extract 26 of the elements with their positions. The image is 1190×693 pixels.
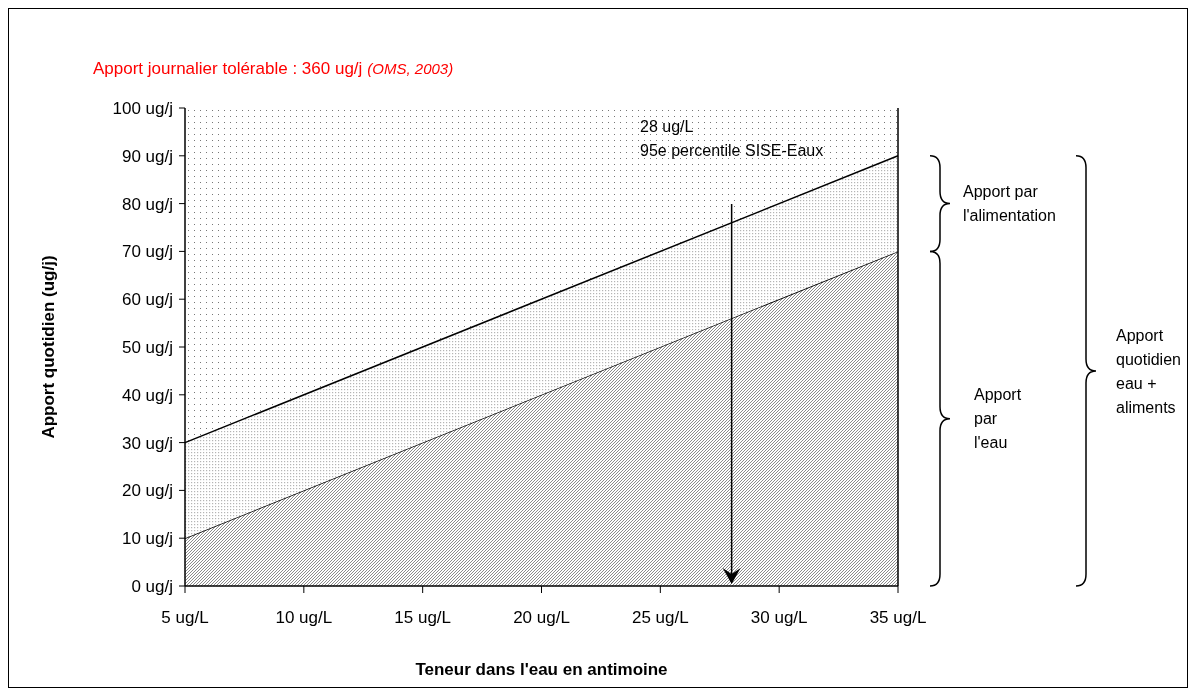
text: Apport par l'eau <box>974 386 1022 452</box>
y-tick-label: 50 ug/j <box>121 337 173 357</box>
chart-subtitle: (OMS, 2003) <box>367 60 454 77</box>
y-axis-title: Apport quotidien (ug/j) <box>39 255 58 439</box>
chart-title: Apport journalier tolérable : 360 ug/j <box>93 59 363 78</box>
x-tick-label: 30 ug/L <box>750 608 808 627</box>
y-tick-label: 40 ug/j <box>121 385 173 405</box>
y-tick-label: 20 ug/j <box>121 481 173 501</box>
x-tick-label: 5 ug/L <box>161 608 209 627</box>
y-tick-label: 90 ug/j <box>121 146 173 166</box>
x-tick-label: 25 ug/L <box>631 608 689 627</box>
y-tick-label: 70 ug/j <box>121 242 173 262</box>
y-tick-label: 60 ug/j <box>121 290 173 310</box>
text: Apport quotidien eau + aliments <box>1116 326 1181 416</box>
y-tick-label: 80 ug/j <box>121 194 173 214</box>
x-axis-title: Teneur dans l'eau en antimoine <box>415 660 668 679</box>
ref-line-label: 28 ug/L 95e percentile SISE-Eaux <box>640 118 824 159</box>
x-tick-label: 20 ug/L <box>513 608 570 627</box>
y-tick-label: 30 ug/j <box>121 433 173 453</box>
x-tick-label: 15 ug/L <box>394 608 452 627</box>
y-tick-label: 0 ug/j <box>131 576 173 596</box>
x-tick-label: 10 ug/L <box>275 608 333 627</box>
text: Apport par l'alimentation <box>963 183 1056 225</box>
y-tick-label: 10 ug/j <box>121 529 173 549</box>
y-tick-label: 100 ug/j <box>112 98 173 118</box>
x-tick-label: 35 ug/L <box>869 608 927 627</box>
